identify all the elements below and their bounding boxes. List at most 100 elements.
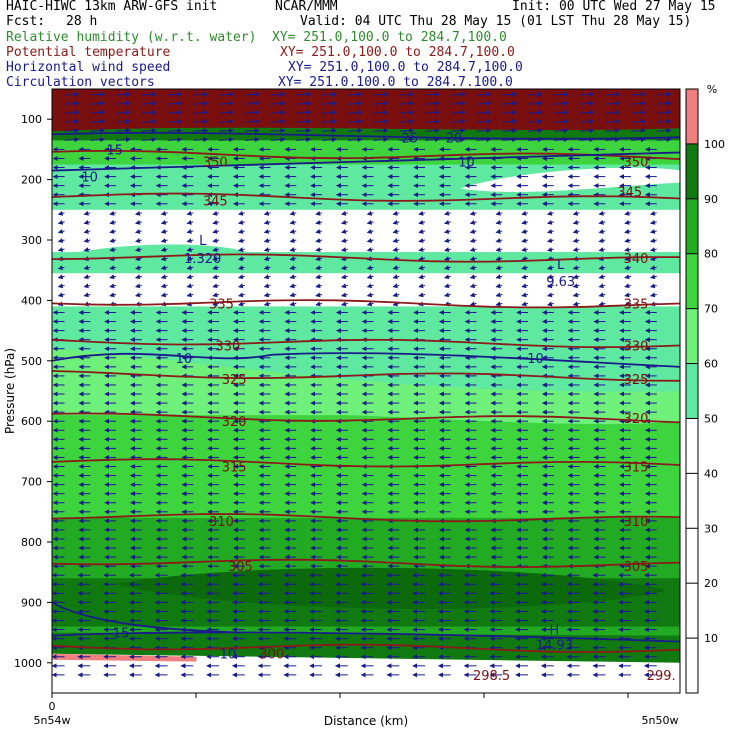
vector-495 bbox=[443, 274, 451, 280]
vector-24 bbox=[64, 100, 80, 106]
vector-477 bbox=[598, 265, 606, 271]
vector-541 bbox=[392, 292, 400, 298]
vector-1 bbox=[90, 91, 106, 97]
vector-321 bbox=[289, 210, 297, 216]
vector-110 bbox=[424, 128, 440, 134]
x-axis-title: Distance (km) bbox=[324, 714, 408, 728]
vector-419 bbox=[340, 247, 348, 252]
vector-455 bbox=[649, 256, 657, 262]
vector-502 bbox=[624, 274, 632, 280]
vector-30 bbox=[219, 100, 234, 106]
vector-539 bbox=[340, 292, 348, 298]
theta-label-0: 300 bbox=[259, 648, 284, 663]
vector-382 bbox=[624, 229, 632, 234]
vector-488 bbox=[263, 274, 271, 280]
field-vectors-xy: XY= 251.0,100.0 to 284.7,100.0 bbox=[278, 76, 513, 86]
vector-374 bbox=[418, 229, 426, 234]
vector-568 bbox=[469, 301, 477, 307]
vector-391 bbox=[237, 238, 245, 243]
colorbar-bin-80 bbox=[686, 198, 698, 254]
vector-468 bbox=[366, 265, 374, 271]
vector-347 bbox=[340, 219, 348, 225]
wind-label-6: 10 bbox=[220, 648, 237, 663]
vector-320 bbox=[263, 210, 271, 216]
vector-543 bbox=[443, 292, 451, 298]
theta-label-6: 315 bbox=[624, 461, 649, 476]
vector-458 bbox=[109, 265, 117, 271]
vector-465 bbox=[289, 265, 297, 271]
vector-46 bbox=[630, 100, 646, 106]
vector-448 bbox=[469, 256, 477, 262]
vector-507 bbox=[134, 283, 142, 289]
extremum-marker-0: L bbox=[199, 234, 207, 249]
vector-89 bbox=[502, 119, 518, 125]
vector-411 bbox=[134, 247, 142, 252]
y-tick-label-200: 200 bbox=[21, 174, 42, 187]
vector-57 bbox=[296, 109, 312, 115]
vector-364 bbox=[160, 229, 168, 234]
vector-423 bbox=[443, 247, 451, 252]
vector-563 bbox=[340, 301, 348, 307]
colorbar-bin-90 bbox=[686, 143, 698, 199]
wind-contour-1 bbox=[52, 151, 680, 172]
wind-label-3: 10 bbox=[527, 352, 544, 367]
vector-427 bbox=[546, 247, 554, 252]
vector-111 bbox=[450, 128, 466, 134]
vector-473 bbox=[495, 265, 503, 271]
vector-417 bbox=[289, 247, 297, 252]
vector-329 bbox=[495, 210, 503, 216]
vector-442 bbox=[315, 256, 323, 262]
vector-132 bbox=[373, 137, 389, 143]
vector-428 bbox=[572, 247, 580, 252]
vector-34 bbox=[322, 100, 337, 106]
vector-122 bbox=[116, 137, 131, 143]
vector-64 bbox=[476, 109, 492, 115]
vector-76 bbox=[167, 119, 183, 125]
theta-label-20: 298.5 bbox=[473, 669, 510, 684]
vector-515 bbox=[340, 283, 348, 289]
wind-contour-3 bbox=[52, 631, 680, 643]
vector-406 bbox=[624, 238, 632, 243]
vector-313 bbox=[83, 210, 91, 216]
vector-341 bbox=[186, 219, 194, 225]
vector-54 bbox=[219, 109, 234, 115]
vector-527 bbox=[649, 283, 657, 289]
wind-contours bbox=[52, 131, 680, 643]
vector-20 bbox=[579, 91, 595, 97]
colorbar-tick-label-30: 30 bbox=[704, 522, 718, 535]
vector-395 bbox=[340, 238, 348, 243]
vector-401 bbox=[495, 238, 503, 243]
vector-454 bbox=[624, 256, 632, 262]
colorbar-tick-label-50: 50 bbox=[704, 412, 718, 425]
vector-340 bbox=[160, 219, 168, 225]
colorbar-tick-label-40: 40 bbox=[704, 467, 718, 480]
vector-142 bbox=[630, 137, 646, 143]
vector-328 bbox=[469, 210, 477, 216]
vector-489 bbox=[289, 274, 297, 280]
circulation-vectors bbox=[52, 91, 672, 678]
vector-534 bbox=[212, 292, 220, 298]
vector-367 bbox=[237, 229, 245, 234]
vector-558 bbox=[212, 301, 220, 307]
vector-525 bbox=[598, 283, 606, 289]
vector-542 bbox=[418, 292, 426, 298]
y-tick-label-1000: 1000 bbox=[14, 657, 42, 670]
vector-456 bbox=[57, 265, 65, 271]
theta-contour-335 bbox=[52, 299, 680, 309]
vector-564 bbox=[366, 301, 374, 307]
vector-75 bbox=[141, 119, 157, 125]
colorbar-tick-label-60: 60 bbox=[704, 358, 718, 371]
vector-491 bbox=[340, 274, 348, 280]
vector-350 bbox=[418, 219, 426, 225]
vector-40 bbox=[476, 100, 492, 106]
vector-58 bbox=[322, 109, 337, 115]
theta-label-14: 335 bbox=[624, 297, 649, 312]
colorbar-tick-label-80: 80 bbox=[704, 248, 718, 261]
theta-contour-330 bbox=[52, 338, 680, 349]
vector-378 bbox=[521, 229, 529, 234]
vector-60 bbox=[373, 109, 389, 115]
vector-415 bbox=[237, 247, 245, 252]
vector-386 bbox=[109, 238, 117, 243]
vector-407 bbox=[649, 238, 657, 243]
theta-contour-310 bbox=[52, 513, 680, 523]
